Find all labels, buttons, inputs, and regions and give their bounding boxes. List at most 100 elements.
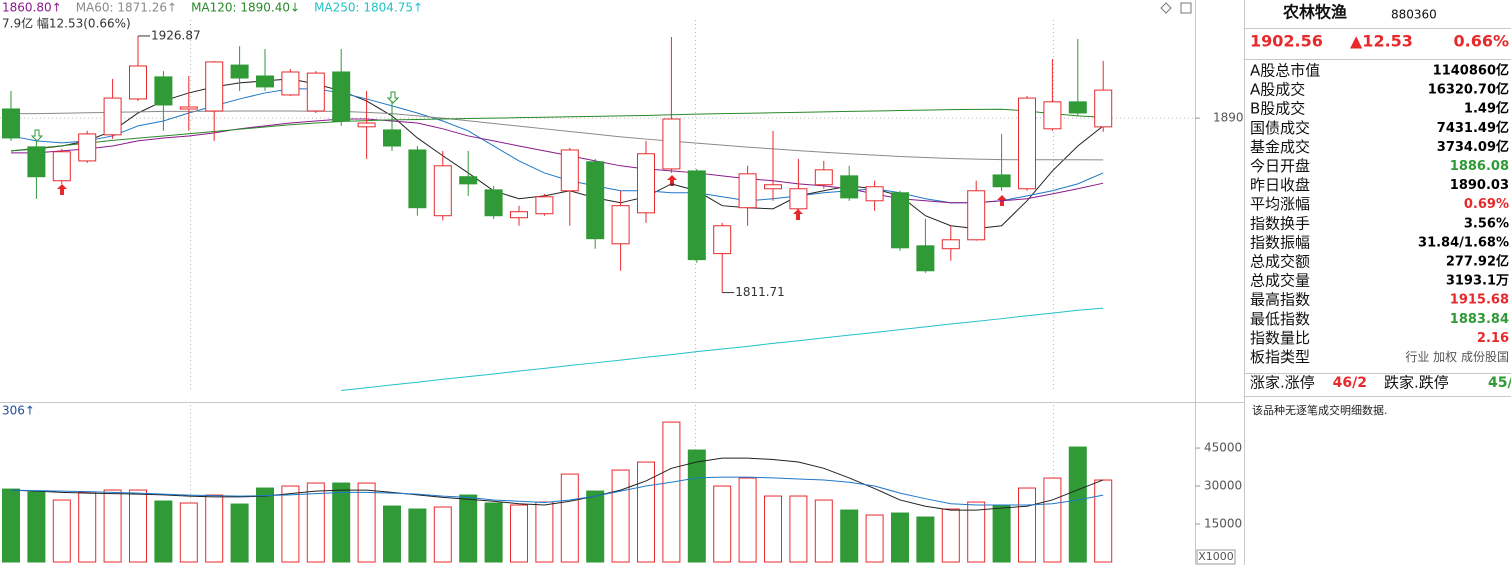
candle-body [941,239,960,250]
volume-bar [52,499,71,563]
legend-entry: MA60: 1871.26↑ [76,1,177,15]
candle-body [433,165,452,217]
volume-bar [281,485,300,563]
breadth-up: 46/2 [1333,375,1367,391]
volume-bar [611,469,630,563]
stat-value: 1883.84 [1450,312,1509,327]
legend-entry: MA250: 1804.75↑ [314,1,423,15]
volume-bar [560,473,579,563]
stat-value: 277.92亿 [1446,254,1509,270]
volume-bar [738,477,757,563]
stat-label: B股成交 [1250,100,1305,118]
candle-body [662,118,681,170]
legend-entry: 1860.80↑ [2,1,62,15]
sector-code: 880360 [1391,8,1437,22]
candle-body [713,225,732,255]
volume-ma-line [10,457,1104,511]
volume-bar [586,490,605,563]
candle-body [510,211,528,219]
volume-bar [916,516,935,563]
volume-bar [1018,487,1036,563]
volume-bar [205,494,224,563]
volume-bar [332,482,351,563]
stat-label: 最低指数 [1250,310,1310,328]
volume-bar [27,491,46,563]
candle-body [814,169,833,186]
volume-bar [687,449,706,563]
stat-value: 0.69% [1464,197,1509,212]
ma-line [341,307,1104,391]
volume-bar [637,461,655,563]
volume-bar [2,488,20,563]
candle-body [764,184,782,190]
volume-legend: 306↑ [2,404,35,418]
stat-label: 指数换手 [1250,214,1310,232]
volume-bar [357,482,376,563]
volume-bar [179,502,198,563]
volume-bar [789,495,808,563]
candle-body [459,176,478,185]
candle-body [332,71,351,122]
breadth-down: 45/1 [1488,375,1511,391]
stat-label: 板指类型 [1250,348,1310,366]
volume-bar [129,489,147,563]
candle-body [535,196,554,215]
candle-body [383,129,401,147]
candle-body [154,76,173,106]
volume-bar [230,503,249,563]
stat-value: 1140860亿 [1433,63,1509,79]
volume-bar [967,501,986,563]
stat-label: 基金成交 [1250,138,1310,156]
candle-body [1068,101,1087,114]
quote-percent: 0.66% [1453,32,1509,51]
candle-body [738,173,757,209]
candle-body [230,64,249,79]
volume-bar [306,482,325,563]
candle-body [306,72,325,112]
stat-label: 总成交量 [1250,272,1310,290]
stat-value: 行业 加权 成份股国 [1405,350,1509,364]
stat-value: 1886.08 [1450,159,1509,174]
stat-value: 1890.03 [1450,178,1509,193]
y-tick-label: 45000 [1204,441,1242,455]
stat-value: 3193.1万 [1446,274,1509,289]
chart-header: 7.9亿 幅12.53(0.66%) [2,16,131,31]
quote-price: 1902.56 [1250,32,1323,51]
stat-value: 7431.49亿 [1437,120,1509,136]
unit-box [1196,549,1236,565]
candle-body [1094,89,1113,128]
candle-body [205,61,224,112]
candle-body [865,186,884,202]
stat-label: 今日开盘 [1250,157,1310,175]
stat-value: 2.16 [1477,331,1509,346]
candle-body [408,149,427,209]
ma-line [11,110,1104,161]
legend-entry: MA120: 1890.40↓ [191,1,300,15]
volume-bar [840,509,859,563]
breadth-label: 跌家.跌停 [1384,374,1449,392]
stat-value: 3.56% [1464,216,1509,231]
breadth-label: 涨家.涨停 [1250,374,1315,392]
candle-body [281,71,300,96]
volume-bar [992,504,1011,563]
volume-bar [103,489,122,563]
window-icon[interactable] [1180,2,1192,14]
candle-body [611,205,630,245]
stat-label: 昨日收盘 [1250,176,1310,194]
volume-bar [814,499,833,563]
ma-line [11,118,1104,204]
volume-bar [713,485,732,563]
candle-body [967,190,986,241]
volume-bar [535,501,554,563]
ma-line [10,108,1104,152]
candle-body [687,170,706,261]
stat-label: 最高指数 [1250,291,1310,309]
stat-value: 1915.68 [1450,293,1509,308]
stat-label: 平均涨幅 [1250,195,1310,213]
candle-body [1018,97,1036,190]
stat-value: 3734.09亿 [1437,139,1509,155]
volume-bar [891,512,909,563]
zoom-icon[interactable] [1160,2,1172,14]
candle-body [129,65,147,100]
